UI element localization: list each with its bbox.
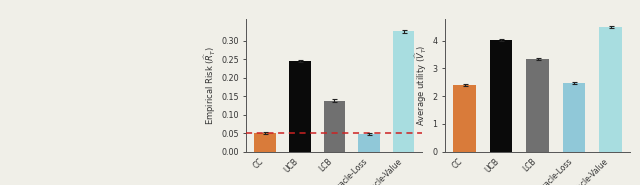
Bar	[563, 83, 586, 152]
Y-axis label: Empirical Risk ($\widehat{R}_T$): Empirical Risk ($\widehat{R}_T$)	[203, 46, 218, 125]
Bar	[526, 59, 549, 152]
Bar	[599, 27, 622, 152]
Y-axis label: Average utility ($\widehat{V}_T$): Average utility ($\widehat{V}_T$)	[413, 44, 429, 126]
Bar	[393, 31, 415, 152]
Bar	[289, 61, 310, 152]
Bar	[255, 133, 276, 152]
Bar	[358, 134, 380, 152]
Bar	[490, 40, 513, 152]
Bar	[324, 101, 345, 152]
Bar	[453, 85, 476, 152]
